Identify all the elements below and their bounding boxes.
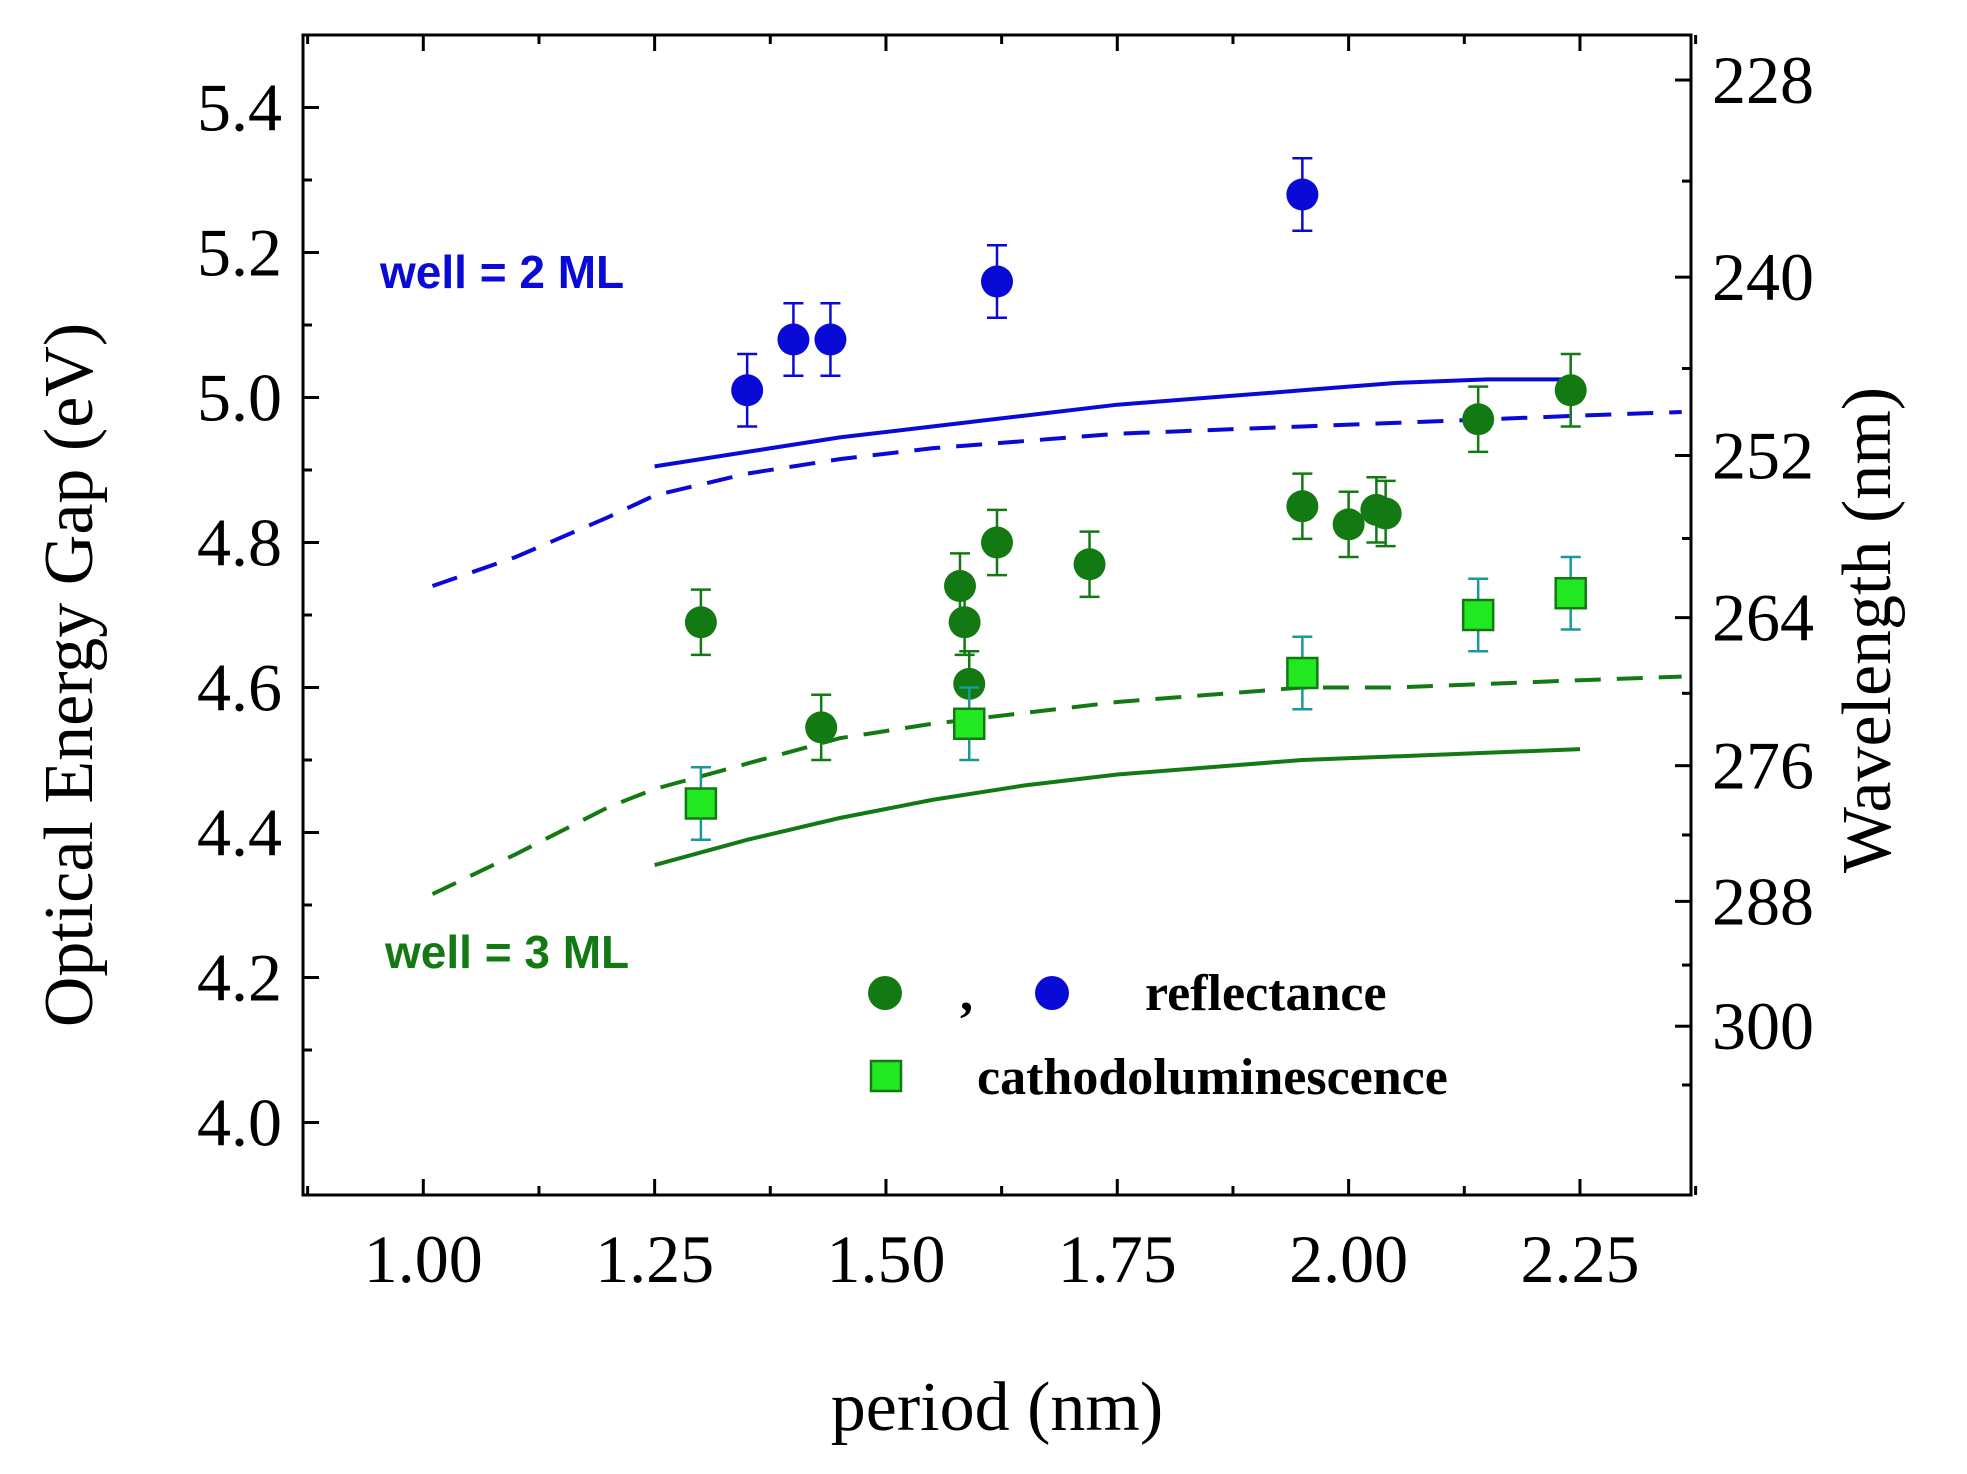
y2-tick-labels: 228 240 252 264 276 288 300 bbox=[1712, 42, 1814, 1064]
x-tick-labels: 1.00 1.25 1.50 1.75 2.00 2.25 bbox=[364, 1221, 1640, 1297]
reflectance-circle bbox=[805, 711, 838, 744]
y2-tick-label: 252 bbox=[1712, 418, 1814, 494]
legend-square-marker bbox=[869, 1059, 903, 1093]
well-3ml-label: well = 3 ML bbox=[384, 926, 629, 978]
legend-reflectance-label: reflectance bbox=[1145, 965, 1387, 1022]
reflectance-circle bbox=[943, 570, 976, 602]
data-point bbox=[981, 244, 1013, 319]
reflectance-circle bbox=[948, 606, 981, 639]
y2-tick-label: 264 bbox=[1712, 580, 1814, 656]
y-tick-labels: 4.0 4.2 4.4 4.6 4.8 5.0 5.2 5.4 bbox=[197, 70, 282, 1161]
y2-tick-label: 240 bbox=[1712, 239, 1814, 315]
well-2ml-label: well = 2 ML bbox=[379, 246, 624, 298]
y-axis-title: Optical Energy Gap (eV) bbox=[31, 323, 108, 1027]
reflectance-circle bbox=[1462, 403, 1495, 436]
reflectance-circle bbox=[814, 323, 847, 356]
reflectance-circle bbox=[1369, 497, 1402, 530]
y-tick-label: 4.8 bbox=[197, 505, 282, 581]
reflectance-circle bbox=[981, 265, 1013, 298]
data-point bbox=[684, 588, 717, 657]
data-point bbox=[814, 302, 847, 377]
x-tick-label: 1.50 bbox=[826, 1221, 945, 1297]
y2-tick-label: 276 bbox=[1712, 728, 1814, 804]
data-point bbox=[1461, 577, 1495, 653]
y2-tick-label: 300 bbox=[1712, 988, 1814, 1064]
legend-cathodoluminescence-label: cathodoluminescence bbox=[977, 1049, 1448, 1106]
solid-curve-0 bbox=[654, 377, 1580, 469]
reflectance-circle bbox=[777, 323, 810, 356]
reflectance-circle bbox=[1073, 548, 1106, 581]
x-axis-title: period (nm) bbox=[831, 1369, 1163, 1446]
data-point bbox=[1462, 385, 1495, 454]
cathodoluminescence-square bbox=[1554, 577, 1587, 610]
data-point bbox=[1332, 490, 1365, 559]
legend-blue-circle-marker bbox=[1035, 976, 1069, 1010]
x-tick-label: 2.25 bbox=[1520, 1221, 1639, 1297]
y-tick-label: 4.2 bbox=[197, 940, 282, 1016]
data-point bbox=[948, 588, 981, 657]
data-point bbox=[1286, 472, 1319, 541]
legend-separator: , bbox=[960, 965, 973, 1022]
cathodoluminescence-square bbox=[1286, 656, 1319, 690]
reflectance-circle bbox=[1286, 490, 1319, 523]
y-tick-label: 4.6 bbox=[197, 650, 282, 726]
y2-tick-label: 288 bbox=[1712, 863, 1814, 939]
reflectance-circle bbox=[684, 606, 717, 639]
cathodoluminescence-square bbox=[1461, 598, 1495, 632]
data-point bbox=[1286, 157, 1319, 232]
y-tick-label: 4.0 bbox=[197, 1085, 282, 1161]
solid-curve-2 bbox=[654, 747, 1581, 868]
reflectance-circle bbox=[1286, 178, 1319, 211]
reflectance-circle bbox=[953, 667, 986, 700]
y-tick-label: 5.0 bbox=[197, 360, 282, 436]
x-tick-label: 2.00 bbox=[1289, 1221, 1408, 1297]
x-tick-label: 1.75 bbox=[1058, 1221, 1177, 1297]
data-point bbox=[731, 352, 764, 428]
data-point bbox=[1286, 635, 1319, 711]
model-curves bbox=[431, 377, 1682, 896]
reflectance-circle bbox=[1554, 374, 1587, 407]
dashed-curve-3 bbox=[431, 674, 1682, 896]
y-tick-label: 5.2 bbox=[197, 215, 282, 291]
cathodoluminescence-square bbox=[952, 707, 986, 740]
axis-ticks bbox=[303, 33, 1698, 1197]
legend-green-circle-marker bbox=[868, 976, 902, 1010]
reflectance-circle bbox=[981, 526, 1013, 559]
y2-tick-label: 228 bbox=[1712, 42, 1814, 118]
data-point bbox=[1369, 479, 1402, 548]
reflectance-circle bbox=[1332, 508, 1365, 541]
data-point bbox=[1554, 352, 1587, 428]
y2-axis-title: Wavelength (nm) bbox=[1829, 387, 1906, 873]
data-point bbox=[981, 508, 1013, 577]
data-point bbox=[1554, 555, 1587, 631]
cathodoluminescence-square bbox=[684, 787, 718, 820]
x-tick-label: 1.25 bbox=[595, 1221, 714, 1297]
y-tick-label: 4.4 bbox=[197, 795, 282, 871]
data-point bbox=[777, 302, 810, 377]
legend: , reflectance cathodoluminescence bbox=[868, 965, 1448, 1106]
data-points bbox=[684, 157, 1587, 841]
data-point bbox=[952, 686, 986, 762]
data-point bbox=[684, 766, 718, 841]
data-point bbox=[805, 693, 838, 762]
x-tick-label: 1.00 bbox=[364, 1221, 483, 1297]
reflectance-circle bbox=[731, 374, 764, 407]
data-point bbox=[1073, 530, 1106, 599]
y-tick-label: 5.4 bbox=[197, 70, 282, 146]
